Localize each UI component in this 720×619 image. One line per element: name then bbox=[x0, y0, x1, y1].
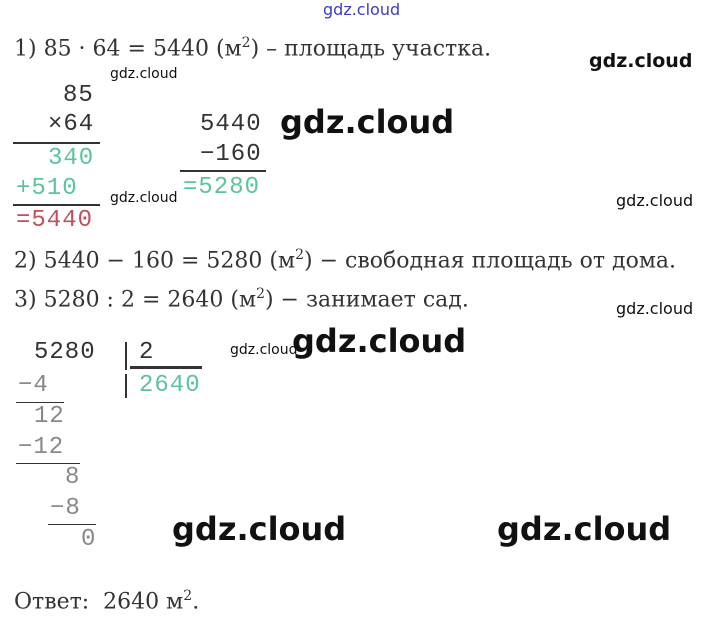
divider bbox=[130, 366, 202, 369]
mult-a: 85 bbox=[63, 82, 94, 109]
divider bbox=[16, 463, 80, 464]
answer: Ответ: 2640 м2. bbox=[14, 588, 200, 615]
mult-result: =5440 bbox=[16, 207, 94, 234]
divider bbox=[48, 524, 96, 525]
sub-b: −160 bbox=[200, 141, 262, 168]
mult-partial-1: 340 bbox=[48, 145, 95, 172]
div-quotient: 2640 bbox=[139, 372, 201, 399]
watermark: gdz.cloud bbox=[280, 103, 455, 141]
step-3: 3) 5280 : 2 = 2640 (м2) − занимает сад. bbox=[14, 286, 469, 313]
div-sub-1: −4 bbox=[18, 372, 49, 399]
sub-result: =5280 bbox=[183, 174, 261, 201]
watermark: gdz.cloud bbox=[172, 510, 347, 548]
watermark: gdz.cloud bbox=[110, 66, 178, 82]
step-1: 1) 85 · 64 = 5440 (м2) – площадь участка… bbox=[14, 35, 492, 62]
watermark: gdz.cloud bbox=[323, 0, 401, 19]
div-rem-1: 12 bbox=[34, 403, 65, 430]
mult-b: ×64 bbox=[48, 111, 95, 138]
mult-partial-2: +510 bbox=[16, 175, 78, 202]
div-sub-2: −12 bbox=[18, 434, 65, 461]
sub-a: 5440 bbox=[200, 111, 262, 138]
div-rem-2: 8 bbox=[65, 464, 81, 491]
watermark: gdz.cloud bbox=[110, 190, 178, 206]
step-2: 2) 5440 − 160 = 5280 (м2) − свободная пл… bbox=[14, 247, 677, 274]
divider bbox=[13, 142, 100, 144]
watermark: gdz.cloud bbox=[497, 510, 672, 548]
divider bbox=[125, 342, 127, 370]
watermark: gdz.cloud bbox=[616, 299, 694, 318]
div-dividend: 5280 bbox=[34, 339, 96, 366]
div-rem-3: 0 bbox=[81, 526, 97, 553]
divider bbox=[16, 402, 64, 403]
divider bbox=[125, 374, 127, 398]
div-divisor: 2 bbox=[139, 339, 155, 366]
divider bbox=[180, 170, 266, 172]
watermark: gdz.cloud bbox=[230, 342, 298, 358]
div-sub-3: −8 bbox=[50, 495, 81, 522]
watermark: gdz.cloud bbox=[616, 191, 694, 210]
watermark: gdz.cloud bbox=[292, 322, 467, 360]
watermark: gdz.cloud bbox=[589, 50, 693, 72]
divider bbox=[13, 204, 100, 206]
